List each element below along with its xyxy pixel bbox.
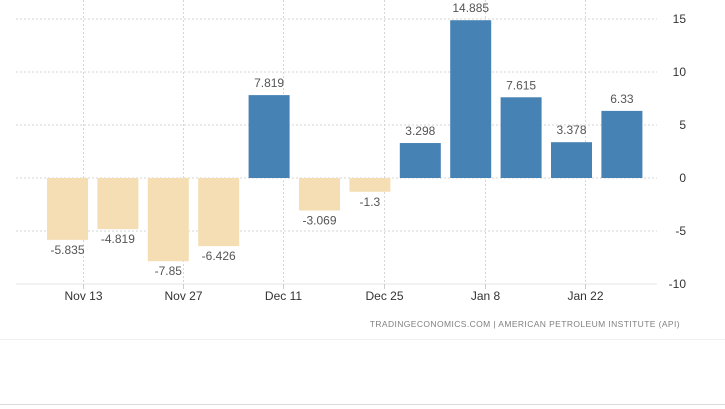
- bar: [399, 143, 441, 178]
- bar-value-label: -4.819: [101, 232, 135, 246]
- y-tick-label: 5: [679, 118, 686, 132]
- x-tick-label: Dec 11: [265, 289, 302, 303]
- bar-value-label: 7.615: [506, 78, 536, 92]
- bar-value-label: -6.426: [202, 249, 236, 263]
- x-tick-label: Dec 25: [365, 289, 403, 303]
- bar-value-label: 6.33: [610, 92, 634, 106]
- bar: [601, 110, 643, 178]
- bar: [349, 178, 391, 192]
- y-tick-label: 0: [679, 171, 686, 185]
- bottom-divider: [0, 404, 725, 405]
- bar-value-label: 7.819: [254, 76, 284, 90]
- bar-chart: 15 10 5 0 -5 -10 -5.835 -4.819 -7.85 -6.426 7.819 -…: [16, 0, 687, 303]
- bar-value-label: -7.85: [155, 264, 183, 278]
- bar: [147, 178, 189, 262]
- bar: [97, 178, 139, 230]
- bar: [198, 178, 240, 247]
- bar: [248, 95, 290, 178]
- bar-value-label: -5.835: [50, 243, 84, 257]
- bar: [450, 20, 492, 179]
- bar-value-label: 3.298: [405, 124, 435, 138]
- bar-value-label: 14.885: [452, 1, 489, 15]
- bar-value-label: -3.069: [302, 214, 336, 228]
- x-tick-label: Nov 13: [64, 289, 102, 303]
- y-tick-label: 15: [673, 12, 687, 26]
- x-tick-label: Nov 27: [164, 289, 202, 303]
- footer-area: [0, 339, 725, 406]
- x-tick-label: Jan 22: [567, 289, 603, 303]
- y-tick-label: -5: [675, 224, 686, 238]
- y-tick-label: -10: [669, 277, 687, 291]
- bar-value-label: -1.3: [360, 195, 381, 209]
- bar: [299, 178, 340, 211]
- bar: [47, 178, 88, 240]
- bar-value-label: 3.378: [556, 123, 586, 137]
- y-tick-label: 10: [673, 65, 687, 79]
- bar: [500, 97, 542, 178]
- bar: [551, 142, 592, 178]
- source-credit[interactable]: TRADINGECONOMICS.COM | AMERICAN PETROLEU…: [369, 319, 680, 329]
- x-tick-label: Jan 8: [471, 289, 501, 303]
